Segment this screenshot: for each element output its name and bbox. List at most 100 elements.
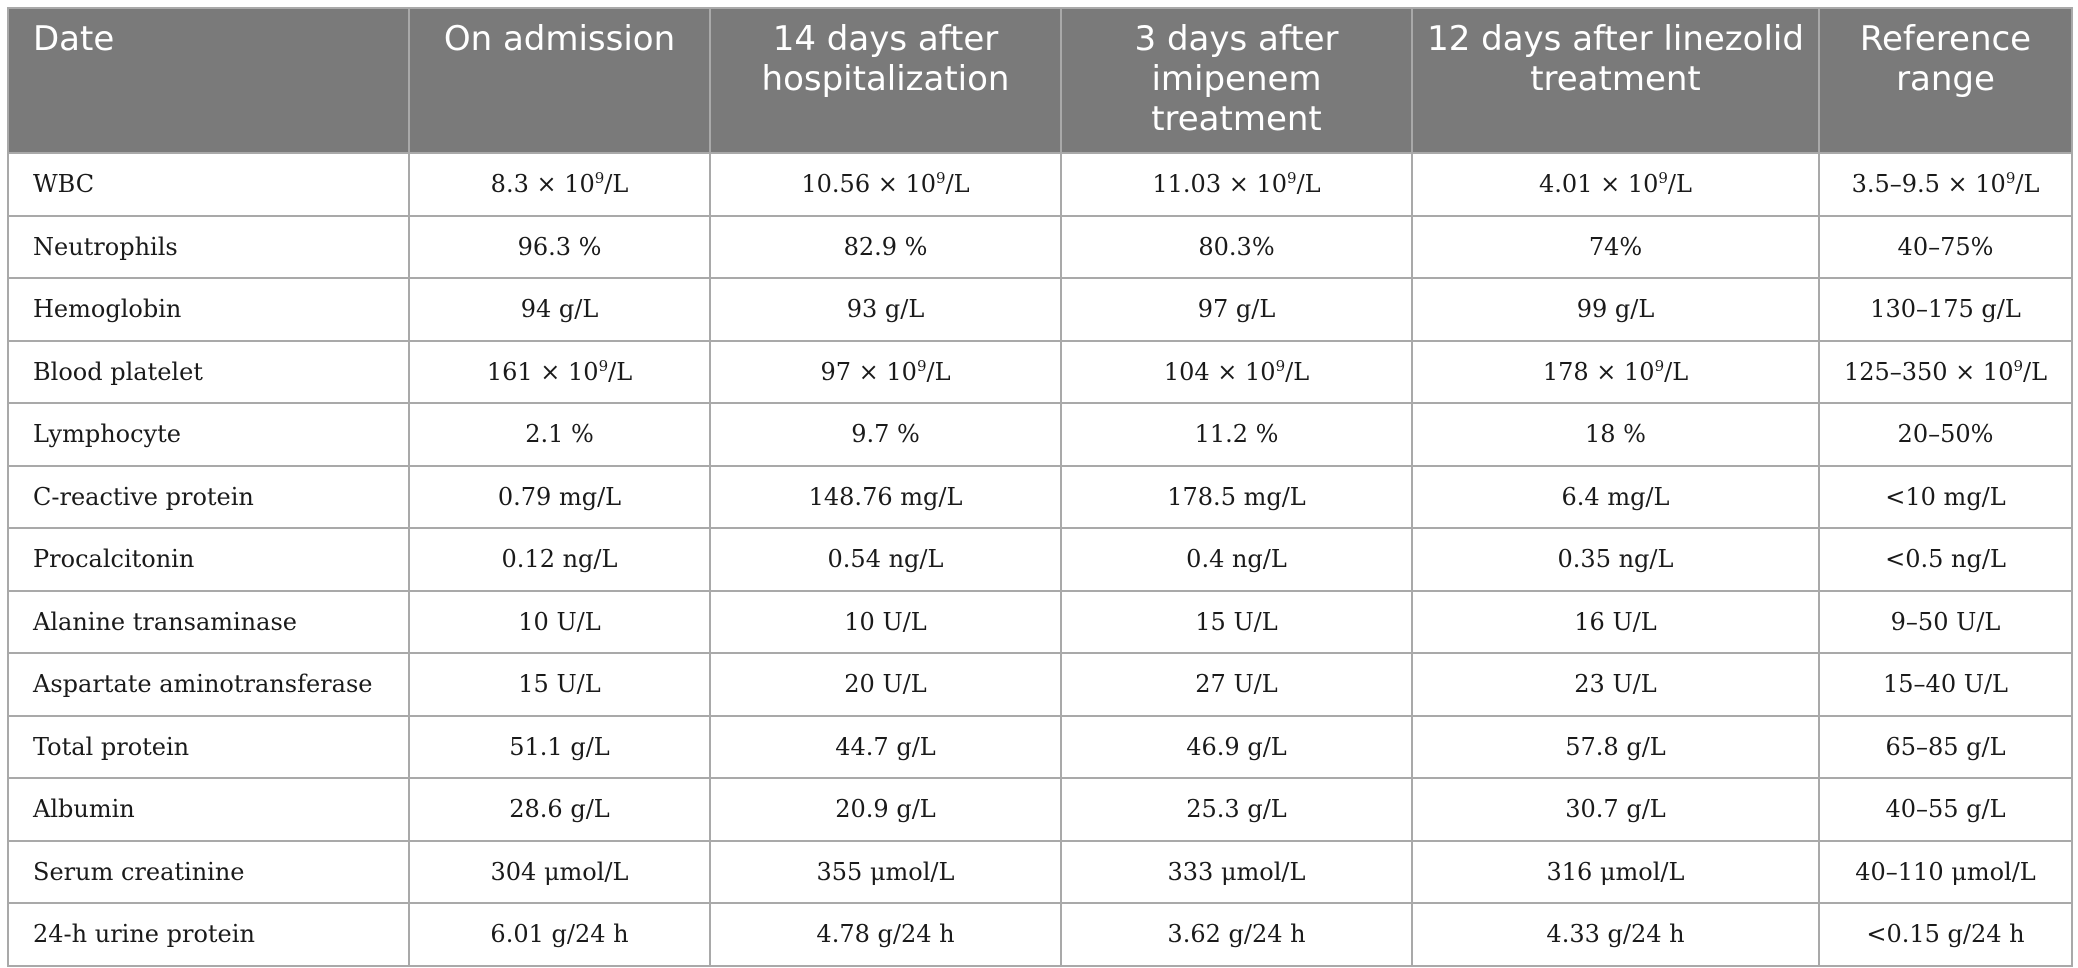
table-cell: 161 × 109/L xyxy=(408,339,711,404)
cell-value: 15–40 U/L xyxy=(1883,670,2008,699)
table-cell: <0.15 g/24 h xyxy=(1818,902,2073,967)
table-cell: 11.03 × 109/L xyxy=(1060,152,1413,217)
cell-value: 2.1 % xyxy=(525,420,594,449)
table-cell: 125–350 × 109/L xyxy=(1818,339,2073,404)
cell-unit: /L xyxy=(1285,357,1310,386)
table-cell: 104 × 109/L xyxy=(1060,339,1413,404)
cell-value: 3.62 g/24 h xyxy=(1167,920,1306,949)
table-row: Aspartate aminotransferase 15 U/L 20 U/L 27… xyxy=(7,652,2073,717)
cell-value: 74% xyxy=(1588,232,1643,261)
cell-value: 4.33 g/24 h xyxy=(1546,920,1685,949)
column-header: 14 days after hospitalization xyxy=(709,7,1062,154)
table-row: 24-h urine protein 6.01 g/24 h 4.78 g/24 h… xyxy=(7,902,2073,967)
cell-value: 20.9 g/L xyxy=(835,795,936,824)
cell-value: 0.12 ng/L xyxy=(501,545,618,574)
cell-exponent: 9 xyxy=(1658,169,1668,188)
row-label: Aspartate aminotransferase xyxy=(7,652,410,717)
table-cell: 18 % xyxy=(1411,402,1820,467)
cell-value: 161 × 10 xyxy=(486,357,599,386)
table-cell: 65–85 g/L xyxy=(1818,714,2073,779)
cell-value: <0.15 g/24 h xyxy=(1866,920,2025,949)
table-row: Hemoglobin 94 g/L 93 g/L 97 g/L 99 g/L 130–17… xyxy=(7,277,2073,342)
table-cell: 40–110 μmol/L xyxy=(1818,839,2073,904)
cell-value: 10.56 × 10 xyxy=(801,170,937,199)
row-label: Neutrophils xyxy=(7,214,410,279)
table-row: Procalcitonin 0.12 ng/L 0.54 ng/L 0.4 ng/L 0… xyxy=(7,527,2073,592)
cell-value: 40–55 g/L xyxy=(1885,795,2006,824)
table-cell: 46.9 g/L xyxy=(1060,714,1413,779)
table-cell: 99 g/L xyxy=(1411,277,1820,342)
cell-value: 20 U/L xyxy=(844,670,927,699)
table-cell: 27 U/L xyxy=(1060,652,1413,717)
table-cell: 82.9 % xyxy=(709,214,1062,279)
table-cell: <10 mg/L xyxy=(1818,464,2073,529)
cell-value: 10 U/L xyxy=(518,607,601,636)
cell-value: 0.79 mg/L xyxy=(497,482,622,511)
table-cell: 4.33 g/24 h xyxy=(1411,902,1820,967)
cell-value: 4.01 × 10 xyxy=(1539,170,1659,199)
table-cell: 94 g/L xyxy=(408,277,711,342)
cell-exponent: 9 xyxy=(1654,356,1665,375)
row-label: C-reactive protein xyxy=(7,464,410,529)
cell-value: 304 μmol/L xyxy=(490,857,629,886)
cell-value: 51.1 g/L xyxy=(509,732,610,761)
cell-value: 16 U/L xyxy=(1574,607,1657,636)
cell-value: 178.5 mg/L xyxy=(1167,482,1306,511)
cell-unit: /L xyxy=(1664,357,1689,386)
cell-value: 9.7 % xyxy=(851,420,920,449)
row-label: Serum creatinine xyxy=(7,839,410,904)
lab-results-table: Date On admission 14 days after hospitaliz… xyxy=(7,7,2073,967)
cell-value: 40–110 μmol/L xyxy=(1855,857,2036,886)
table-cell: 10.56 × 109/L xyxy=(709,152,1062,217)
row-label: Alanine transaminase xyxy=(7,589,410,654)
table-cell: 3.62 g/24 h xyxy=(1060,902,1413,967)
table-cell: <0.5 ng/L xyxy=(1818,527,2073,592)
cell-value: 0.35 ng/L xyxy=(1557,545,1674,574)
table-cell: 178.5 mg/L xyxy=(1060,464,1413,529)
table-row: Alanine transaminase 10 U/L 10 U/L 15 U/L 16… xyxy=(7,589,2073,654)
table-cell: 3.5–9.5 × 109/L xyxy=(1818,152,2073,217)
table-cell: 57.8 g/L xyxy=(1411,714,1820,779)
row-label: Hemoglobin xyxy=(7,277,410,342)
table-row: Blood platelet 161 × 109/L 97 × 109/L 104 ×… xyxy=(7,339,2073,404)
cell-unit: /L xyxy=(608,357,633,386)
cell-value: 0.54 ng/L xyxy=(827,545,944,574)
cell-value: 40–75% xyxy=(1897,232,1994,261)
cell-value: 130–175 g/L xyxy=(1870,295,2021,324)
table-cell: 10 U/L xyxy=(408,589,711,654)
column-header: 12 days after linezolid treatment xyxy=(1411,7,1820,154)
cell-unit: /L xyxy=(604,170,629,199)
table-cell: 15 U/L xyxy=(1060,589,1413,654)
table-cell: 148.76 mg/L xyxy=(709,464,1062,529)
cell-unit: /L xyxy=(2015,170,2040,199)
cell-value: 97 g/L xyxy=(1197,295,1276,324)
cell-value: 25.3 g/L xyxy=(1186,795,1287,824)
cell-value: 6.4 mg/L xyxy=(1561,482,1670,511)
table-row: Albumin 28.6 g/L 20.9 g/L 25.3 g/L 30.7 g/L 4… xyxy=(7,777,2073,842)
table-cell: 0.79 mg/L xyxy=(408,464,711,529)
cell-value: 178 × 10 xyxy=(1542,357,1655,386)
cell-exponent: 9 xyxy=(916,356,927,375)
cell-value: 0.4 ng/L xyxy=(1186,545,1287,574)
table-body: WBC 8.3 × 109/L 10.56 × 109/L 11.03 × 109/L… xyxy=(7,152,2073,967)
cell-value: 333 μmol/L xyxy=(1167,857,1306,886)
cell-value: <0.5 ng/L xyxy=(1885,545,2006,574)
cell-value: 94 g/L xyxy=(520,295,599,324)
table-cell: 0.4 ng/L xyxy=(1060,527,1413,592)
table-cell: 178 × 109/L xyxy=(1411,339,1820,404)
table-cell: 11.2 % xyxy=(1060,402,1413,467)
lab-results-table-container: Date On admission 14 days after hospitaliz… xyxy=(7,7,2073,967)
cell-value: 4.78 g/24 h xyxy=(816,920,955,949)
cell-value: 57.8 g/L xyxy=(1565,732,1666,761)
table-cell: 15 U/L xyxy=(408,652,711,717)
table-cell: 40–75% xyxy=(1818,214,2073,279)
cell-value: 15 U/L xyxy=(518,670,601,699)
table-cell: 316 μmol/L xyxy=(1411,839,1820,904)
table-row: Neutrophils 96.3 % 82.9 % 80.3% 74% 40–75% xyxy=(7,214,2073,279)
cell-value: 125–350 × 10 xyxy=(1843,357,2014,386)
cell-unit: /L xyxy=(1296,170,1321,199)
cell-value: 104 × 10 xyxy=(1163,357,1276,386)
cell-value: 65–85 g/L xyxy=(1885,732,2006,761)
cell-value: 3.5–9.5 × 10 xyxy=(1851,170,2006,199)
table-cell: 97 g/L xyxy=(1060,277,1413,342)
